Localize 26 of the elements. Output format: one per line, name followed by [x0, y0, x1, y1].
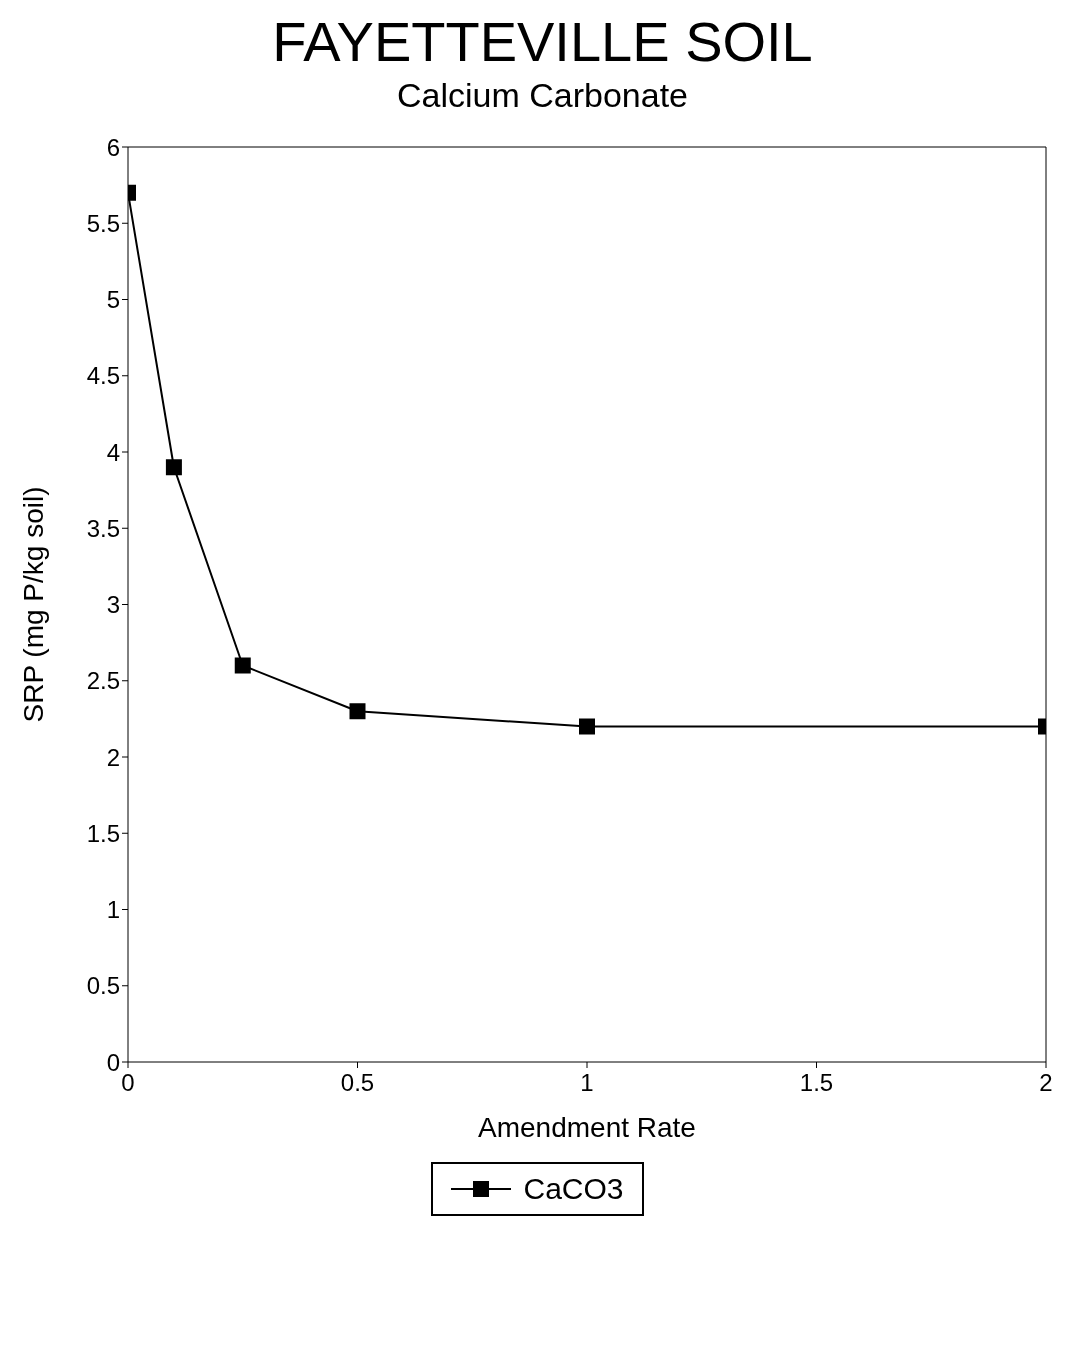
- y-tick-label: 0: [106, 1048, 120, 1076]
- x-tick-label: 1: [580, 1069, 594, 1097]
- point: [165, 459, 182, 476]
- x-tick-label: 2: [1039, 1069, 1053, 1097]
- legend-label: CaCO3: [523, 1172, 624, 1206]
- y-tick-label: 1: [106, 896, 120, 924]
- point: [349, 703, 366, 720]
- point: [579, 718, 595, 735]
- y-tick-label: 3: [106, 591, 120, 619]
- y-tick-label: 4.5: [86, 362, 120, 390]
- y-tick-label: 2: [106, 743, 120, 771]
- y-tick-label: 6: [106, 133, 120, 161]
- point: [234, 657, 251, 674]
- y-axis-title: SRP (mg P/kg soil): [17, 486, 49, 723]
- y-tick-label: 2.5: [86, 667, 120, 695]
- y-tick-label: 3.5: [86, 514, 120, 542]
- y-tick-label: 5.5: [86, 209, 120, 237]
- x-axis-title: Amendment Rate: [478, 1112, 696, 1143]
- x-tick-label: 1.5: [799, 1069, 834, 1097]
- chart-title: FAYETTEVILLE SOIL: [271, 10, 814, 74]
- y-tick-label: 5: [106, 286, 120, 314]
- x-tick-label: 0.5: [340, 1069, 375, 1097]
- chart-subtitle: Calcium Carbonate: [396, 75, 689, 116]
- y-tick-label: 1.5: [86, 819, 120, 847]
- y-tick-label: 0.5: [86, 972, 120, 1000]
- y-tick-label: 4: [106, 438, 120, 466]
